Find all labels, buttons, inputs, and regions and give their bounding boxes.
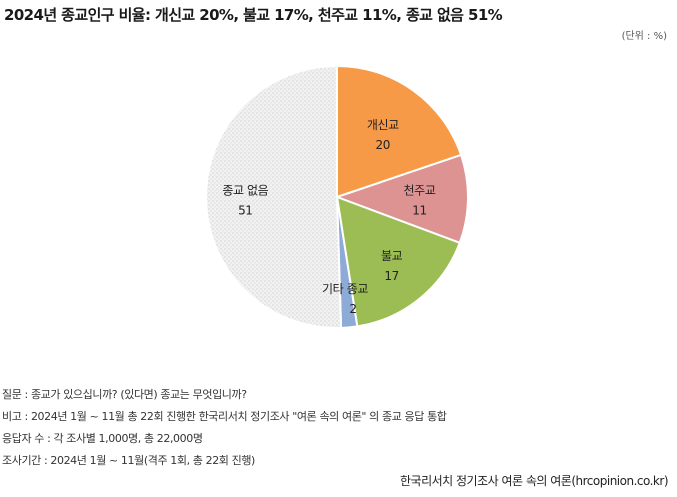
slice-label-value: 2: [349, 302, 356, 316]
slice-label-name: 불교: [381, 249, 403, 263]
note-period: 조사기간 : 2024년 1월 ~ 11월(격주 1회, 총 22회 진행): [2, 454, 255, 467]
slice-label-name: 개신교: [367, 118, 399, 132]
note-respondents: 응답자 수 : 각 조사별 1,000명, 총 22,000명: [2, 432, 203, 445]
unit-label: (단위 : %): [621, 31, 667, 42]
slice-label-value: 51: [238, 203, 252, 217]
note-question: 질문 : 종교가 있으십니까? (있다면) 종교는 무엇입니까?: [2, 388, 247, 401]
footnotes: 질문 : 종교가 있으십니까? (있다면) 종교는 무엇입니까? 비고 : 20…: [2, 384, 447, 472]
slice-label-name: 천주교: [404, 182, 436, 197]
pie-slices: [205, 64, 469, 329]
pie-slice: [205, 64, 343, 329]
slice-label-value: 17: [384, 269, 398, 283]
slice-label-name: 종교 없음: [222, 183, 268, 197]
chart-title: 2024년 종교인구 비율: 개신교 20%, 불교 17%, 천주교 11%,…: [4, 6, 503, 24]
source-credit: 한국리서치 정기조사 여론 속의 여론(hrcopinion.co.kr): [399, 474, 669, 488]
slice-label-name: 기타 종교: [322, 282, 368, 296]
slice-label-value: 20: [376, 138, 390, 152]
slice-label-value: 11: [412, 203, 426, 217]
pie-slice: [336, 64, 463, 199]
pie-chart: 개신교 20 천주교 11 불교 17 기타 종교 2 종교 없음 51: [205, 64, 469, 329]
note-remark: 비고 : 2024년 1월 ~ 11월 총 22회 진행한 한국리서치 정기조사…: [2, 410, 447, 423]
pie-slice: [335, 195, 461, 328]
pie-labels: 개신교 20 천주교 11 불교 17 기타 종교 2 종교 없음 51: [222, 118, 436, 316]
pie-slice: [334, 153, 469, 245]
